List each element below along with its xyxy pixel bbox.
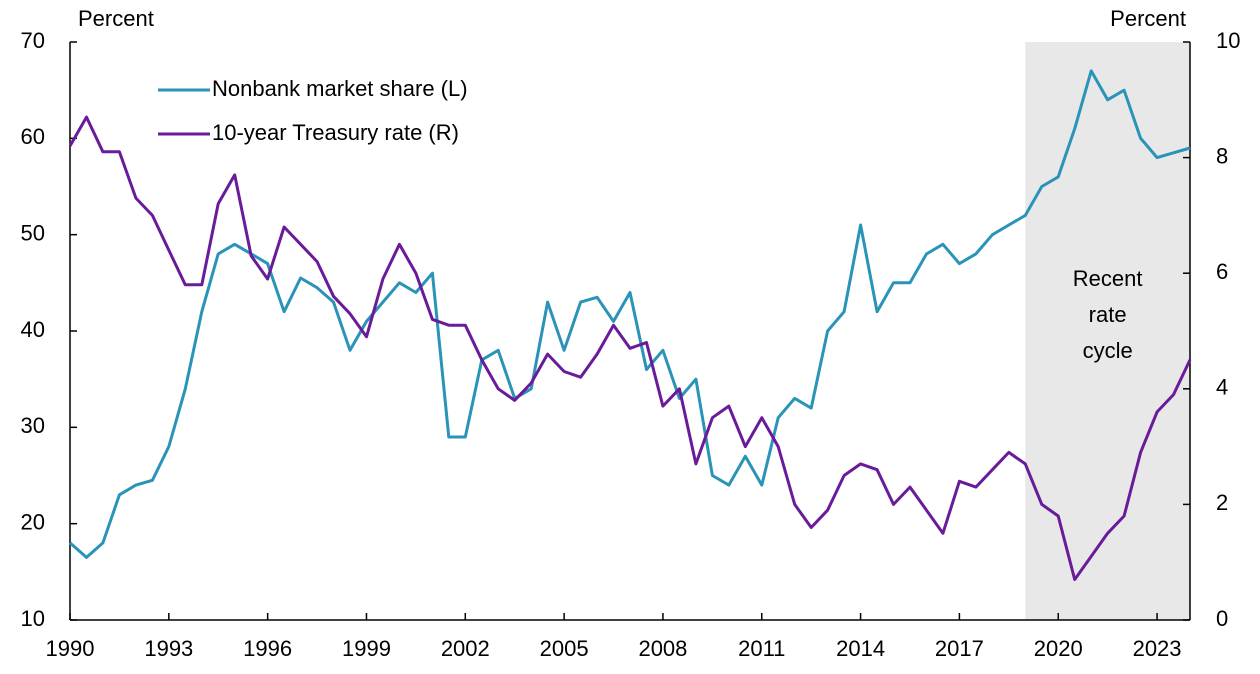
annotation: Recent bbox=[1073, 266, 1143, 291]
series-line bbox=[69, 69, 1191, 559]
y-tick-label: 70 bbox=[21, 28, 45, 53]
y-axis-label: Percent bbox=[78, 6, 154, 31]
x-tick-label: 1999 bbox=[342, 636, 391, 661]
x-tick-label: 2023 bbox=[1133, 636, 1182, 661]
y2-tick-label: 10 bbox=[1216, 28, 1240, 53]
legend-label: Nonbank market share (L) bbox=[212, 76, 468, 101]
x-tick-label: 2014 bbox=[836, 636, 885, 661]
x-tick-label: 1993 bbox=[144, 636, 193, 661]
x-tick-label: 2020 bbox=[1034, 636, 1083, 661]
shaded-region bbox=[1025, 42, 1190, 620]
annotation: cycle bbox=[1083, 338, 1133, 363]
x-tick-label: 2005 bbox=[540, 636, 589, 661]
y-tick-label: 60 bbox=[21, 124, 45, 149]
x-tick-label: 1996 bbox=[243, 636, 292, 661]
x-tick-label: 2008 bbox=[638, 636, 687, 661]
y2-tick-label: 4 bbox=[1216, 375, 1228, 400]
y2-tick-label: 2 bbox=[1216, 490, 1228, 515]
legend-label: 10-year Treasury rate (R) bbox=[212, 120, 459, 145]
y2-tick-label: 0 bbox=[1216, 606, 1228, 631]
y2-tick-label: 6 bbox=[1216, 259, 1228, 284]
y-tick-label: 50 bbox=[21, 220, 45, 245]
annotation: rate bbox=[1089, 302, 1127, 327]
x-tick-label: 1990 bbox=[46, 636, 95, 661]
y-tick-label: 40 bbox=[21, 317, 45, 342]
y-tick-label: 10 bbox=[21, 606, 45, 631]
series-line bbox=[68, 115, 1192, 581]
y-tick-label: 30 bbox=[21, 413, 45, 438]
y2-axis-label: Percent bbox=[1110, 6, 1186, 31]
x-tick-label: 2011 bbox=[738, 636, 785, 661]
y-tick-label: 20 bbox=[21, 509, 45, 534]
y2-tick-label: 8 bbox=[1216, 143, 1228, 168]
x-tick-label: 2017 bbox=[935, 636, 984, 661]
x-tick-label: 2002 bbox=[441, 636, 490, 661]
